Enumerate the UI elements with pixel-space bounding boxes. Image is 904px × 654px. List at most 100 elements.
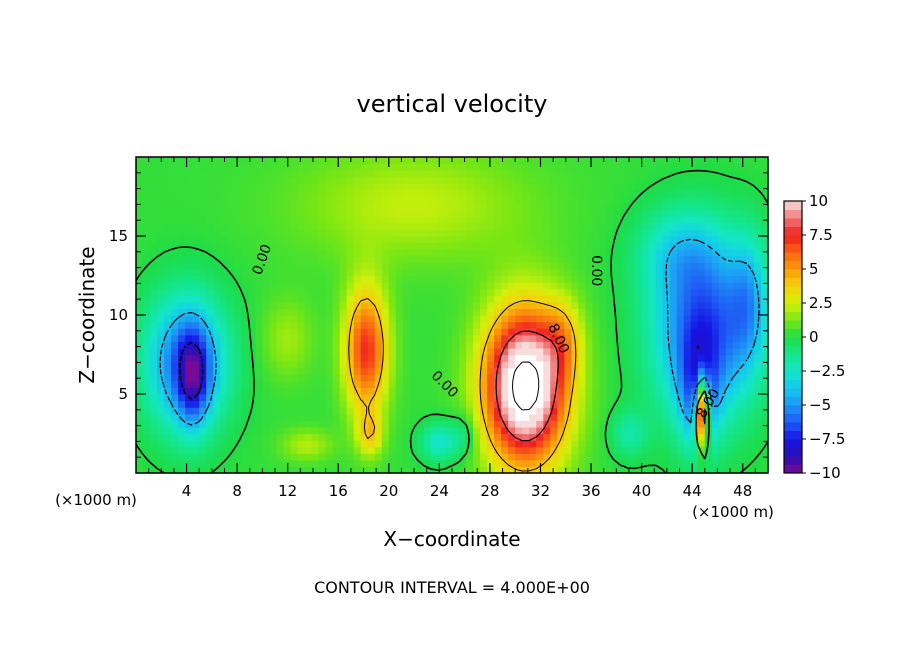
field-cell	[641, 242, 650, 250]
field-cell	[178, 361, 186, 369]
field-cell	[739, 387, 748, 395]
field-cell	[606, 453, 615, 461]
field-cell	[739, 374, 748, 382]
field-cell	[339, 308, 348, 316]
field-cell	[487, 216, 495, 224]
field-cell	[430, 295, 439, 303]
field-cell	[690, 301, 699, 310]
field-cell	[599, 446, 608, 454]
field-cell	[297, 433, 306, 441]
field-cell	[536, 203, 544, 211]
field-cell	[620, 170, 629, 178]
field-cell	[690, 315, 699, 323]
field-cell	[374, 216, 383, 224]
field-cell	[381, 308, 390, 316]
field-cell	[269, 407, 278, 415]
field-cell	[241, 354, 249, 362]
field-cell	[213, 216, 221, 224]
field-cell	[269, 433, 278, 441]
field-cell	[760, 255, 769, 263]
field-cell	[150, 183, 158, 191]
field-cell	[409, 380, 418, 389]
field-cell	[297, 295, 306, 303]
field-cell	[578, 255, 587, 263]
field-cell	[648, 183, 657, 191]
field-cell	[655, 216, 664, 224]
field-cell	[374, 249, 383, 257]
field-cell	[683, 341, 692, 349]
field-cell	[515, 321, 523, 329]
field-cell	[683, 407, 692, 415]
field-cell	[487, 288, 495, 296]
field-cell	[662, 216, 671, 224]
field-cell	[508, 387, 516, 395]
field-cell	[409, 407, 418, 415]
field-cell	[466, 387, 474, 395]
field-cell	[311, 387, 320, 395]
field-cell	[178, 157, 186, 165]
field-cell	[416, 163, 425, 171]
field-cell	[353, 268, 362, 277]
field-cell	[192, 242, 200, 250]
field-cell	[557, 453, 565, 461]
contour-line	[159, 238, 760, 426]
field-cell	[178, 328, 186, 336]
field-cell	[206, 459, 214, 468]
field-cell	[753, 420, 762, 428]
field-cell	[381, 157, 390, 165]
field-cell	[627, 400, 636, 408]
field-cell	[199, 196, 207, 204]
field-cell	[487, 380, 495, 389]
field-cell	[143, 380, 151, 389]
field-cell	[599, 361, 608, 369]
field-cell	[367, 446, 376, 454]
field-cell	[360, 157, 369, 165]
field-cell	[171, 242, 179, 250]
field-cell	[473, 400, 481, 408]
field-cell	[711, 459, 720, 468]
field-cell	[578, 301, 587, 310]
field-cell	[641, 249, 650, 257]
field-cell	[529, 236, 537, 244]
field-cell	[360, 209, 369, 217]
field-cell	[578, 196, 587, 204]
field-cell	[318, 229, 327, 237]
field-cell	[206, 157, 214, 165]
field-cell	[634, 308, 643, 316]
field-cell	[430, 203, 439, 211]
field-cell	[171, 176, 179, 184]
field-cell	[311, 308, 320, 316]
field-cell	[388, 249, 397, 257]
field-cell	[444, 347, 453, 356]
field-cell	[466, 268, 474, 277]
field-cell	[634, 203, 643, 211]
field-cell	[423, 334, 432, 342]
field-cell	[402, 229, 411, 237]
field-cell	[199, 262, 207, 270]
field-cell	[669, 301, 678, 310]
field-cell	[536, 262, 544, 270]
contour-line	[348, 298, 706, 472]
field-cell	[634, 255, 643, 263]
field-cell	[585, 268, 594, 277]
field-cell	[627, 236, 636, 244]
field-cell	[402, 433, 411, 441]
field-cell	[325, 209, 334, 217]
field-cell	[753, 189, 762, 198]
field-cell	[704, 328, 713, 336]
colorbar-tick-label: −5	[809, 396, 831, 414]
field-cell	[662, 203, 671, 211]
field-cell	[297, 426, 306, 435]
field-cell	[683, 466, 692, 474]
field-cell	[227, 341, 235, 349]
field-cell	[143, 334, 151, 342]
field-cell	[136, 196, 144, 204]
field-cell	[592, 163, 601, 171]
field-cell	[620, 268, 629, 277]
field-cell	[564, 400, 572, 408]
field-cell	[676, 236, 685, 244]
field-cell	[423, 189, 432, 198]
field-cell	[276, 176, 285, 184]
field-cell	[529, 367, 537, 375]
field-cell	[325, 328, 334, 336]
